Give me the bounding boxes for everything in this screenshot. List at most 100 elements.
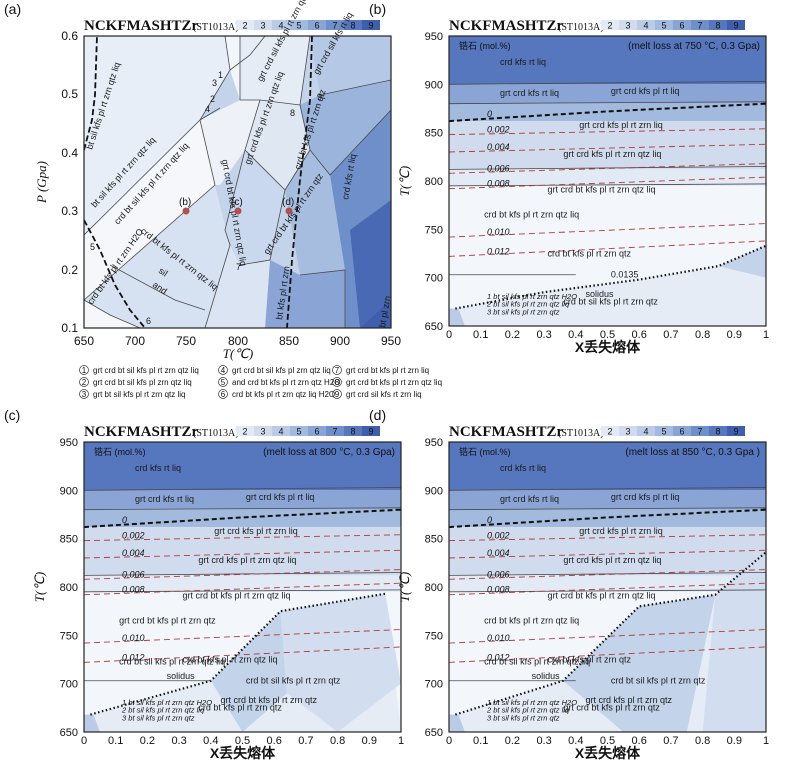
colorbar-label: 7 — [697, 427, 702, 437]
x-tick-label: 0.4 — [568, 329, 583, 341]
colorbar-swatch — [344, 426, 362, 436]
field-label: grt crd kfs pl rt liq — [611, 86, 680, 96]
svg-text:grt crd bt sil kfs pl zrn qtz: grt crd bt sil kfs pl zrn qtz liq — [232, 366, 331, 375]
zircon-label: 锆石 (mol.%) — [94, 446, 146, 457]
colorbar-swatch — [709, 20, 727, 30]
colorbar-swatch — [637, 20, 655, 30]
y-tick-label: 900 — [425, 485, 443, 497]
isopleth-label: 0 — [487, 109, 492, 119]
phase-field — [449, 490, 766, 510]
field-label: crd kfs rt liq — [135, 463, 181, 473]
panel-a: (a) NCKFMASHTZr (ST1013A) 2 3 4 5 6 7 8 9 — [4, 0, 401, 361]
field-label: grt crd kfs pl rt zrn qtz liq — [563, 555, 661, 565]
colorbar-label: 6 — [679, 427, 684, 437]
y-tick-label: 650 — [60, 727, 78, 739]
svg-text:4: 4 — [221, 366, 226, 375]
field-a-number: 8 — [290, 108, 295, 118]
zircon-isopleth — [449, 223, 766, 238]
sample-name: (ST1013A) — [558, 428, 604, 439]
panel-a-colorbar: NCKFMASHTZr (ST1013A) 2 3 4 5 6 7 8 9 — [84, 18, 380, 34]
x-tick-label: 0.5 — [235, 735, 250, 747]
panel-letter: (c) — [4, 407, 20, 423]
x-tick-label: 0.8 — [330, 735, 345, 747]
colorbar-label: 2 — [607, 427, 612, 437]
zircon-zero-line — [84, 508, 401, 529]
svg-text:3: 3 — [82, 390, 87, 399]
y-tick-label: 750 — [425, 224, 443, 236]
field-label: crd kfs rt liq — [500, 57, 546, 67]
small-field-label: 1 bt sil kfs pl rt zrn qtz H2O — [487, 292, 577, 301]
colorbar-swatch — [344, 20, 362, 30]
colorbar-label: 3 — [260, 427, 265, 437]
isopleth-label: 0.010 — [122, 633, 145, 643]
phase-field — [449, 442, 766, 491]
field-label: grt crd bt kfs pl rt zrn qtz — [221, 695, 318, 705]
panel-a-letter: (a) — [4, 1, 21, 17]
x-tick-label: 0.1 — [473, 735, 488, 747]
colorbar-label: 8 — [350, 427, 355, 437]
svg-text:grt crd sil kfs rt zrn liq: grt crd sil kfs rt zrn liq — [346, 390, 422, 399]
phase-field — [702, 552, 766, 732]
zircon-isopleth — [449, 128, 766, 136]
colorbar-swatch — [601, 20, 619, 30]
isopleth-label: 0.012 — [487, 652, 510, 662]
phase-field — [84, 509, 401, 528]
legend-item: 5 and crd bt kfs pl rt zrn qtz H2O — [218, 377, 340, 387]
field-label: crd bt sil kfs pl rt zrn qtz — [246, 676, 341, 686]
phase-field — [84, 490, 401, 510]
x-tick-label: 0.6 — [632, 329, 647, 341]
zircon-isopleth — [84, 549, 401, 559]
sample-name: (ST1013A) — [558, 22, 604, 33]
y-tick-label: 800 — [425, 176, 443, 188]
point-b-label: (b) — [179, 197, 191, 208]
phase-field — [449, 575, 766, 592]
panel-condition: (melt loss at 850 °C, 0.3 Gpa ) — [625, 447, 760, 458]
zircon-isopleth — [84, 629, 401, 644]
field-label: grt crd kfs rt liq — [500, 494, 559, 504]
sample-name: (ST1013A) — [193, 428, 239, 439]
field-label: 0.0135 — [611, 270, 639, 280]
panel-condition: (melt loss at 750 °C, 0.3 Gpa) — [628, 41, 760, 52]
x-tick-label: 0.5 — [600, 735, 615, 747]
colorbar-swatch — [655, 426, 673, 436]
zircon-isopleth — [449, 534, 766, 542]
x-tick-label: 0.3 — [171, 735, 186, 747]
phase-field — [718, 245, 766, 278]
phase-field — [449, 36, 766, 85]
x-tick-label: 0.2 — [505, 329, 520, 341]
zircon-isopleth — [449, 240, 766, 257]
colorbar-label: 9 — [368, 427, 373, 437]
colorbar: 2 3 4 5 6 7 8 9 — [601, 426, 745, 437]
x-tick-label: 800 — [228, 334, 248, 348]
panel-b: 0.002 0.004 0.006 0.008 0.010 0.012 0 crd kfs r… — [369, 1, 769, 355]
svg-text:5: 5 — [221, 378, 226, 387]
phase-field — [563, 594, 716, 732]
colorbar-swatch — [272, 426, 290, 436]
field-label: grt crd kfs pl rt zrn liq — [579, 526, 663, 536]
colorbar-swatch — [326, 426, 344, 436]
small-field-label: 2 bt sil kfs pl rt zrn qtz liq — [121, 706, 205, 715]
panel-c: 0.002 0.004 0.006 0.008 0.010 0.012 0 crd kfs r… — [4, 407, 404, 761]
subsolidus-field — [449, 245, 766, 326]
field-label: grt crd bt kfs pl rt zrn qtz liq — [183, 591, 291, 601]
phase-boundary — [84, 572, 401, 576]
colorbar-swatch — [601, 426, 619, 436]
y-tick-label: 700 — [60, 679, 78, 691]
panel-a-yaxis: 0.1 0.2 0.3 0.4 0.5 0.6 P (Gpa) — [34, 29, 78, 335]
isopleth-label: 0.006 — [487, 569, 510, 579]
colorbar-swatch — [691, 20, 709, 30]
colorbar-label: 7 — [332, 427, 337, 437]
isopleth-label: 0.008 — [487, 179, 510, 189]
colorbar-swatch — [655, 20, 673, 30]
colorbar-label: 7 — [332, 21, 337, 31]
x-tick-label: 900 — [330, 334, 350, 348]
point-c-marker — [234, 207, 242, 215]
svg-text:6: 6 — [221, 390, 226, 399]
zircon-isopleth — [449, 163, 766, 174]
y-tick-label: 850 — [425, 128, 443, 140]
small-field-label: 3 bt sil kfs pl rt zrn qtz — [487, 307, 560, 316]
svg-text:grt bt sil kfs pl rt zrn qtz l: grt bt sil kfs pl rt zrn qtz liq — [93, 390, 185, 399]
panel-condition: (melt loss at 800 °C, 0.3 Gpa) — [263, 447, 395, 458]
solidus-line — [90, 592, 386, 716]
x-tick-label: 700 — [125, 334, 145, 348]
